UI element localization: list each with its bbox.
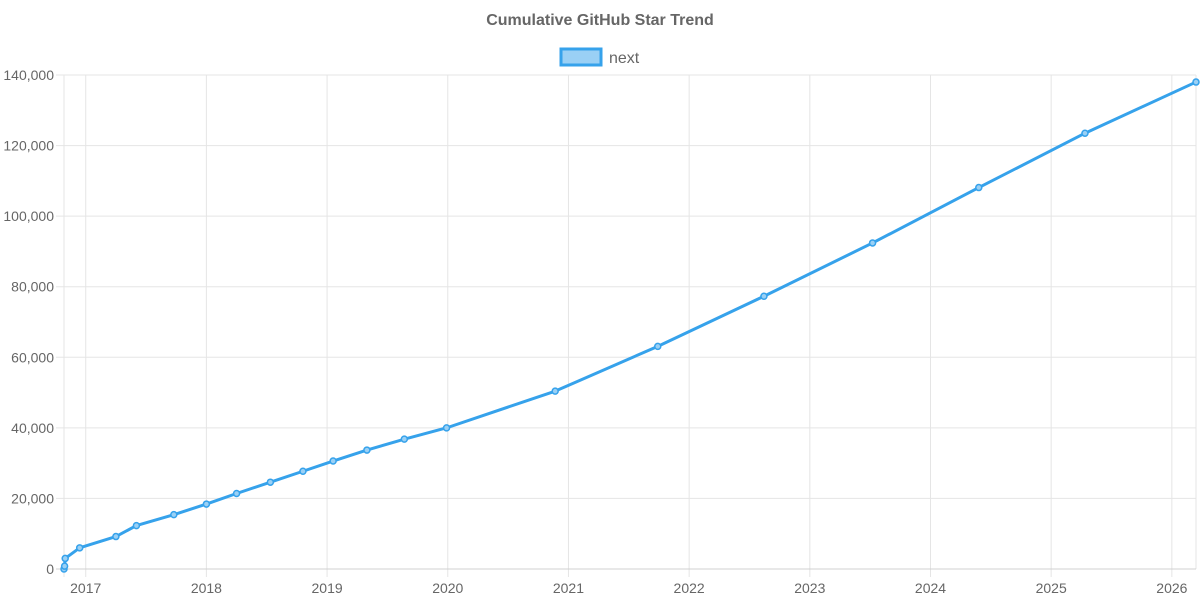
y-tick-label: 60,000 (11, 349, 54, 365)
legend-swatch[interactable] (559, 47, 603, 67)
data-point[interactable] (868, 239, 877, 247)
data-point[interactable] (654, 342, 662, 351)
data-point[interactable] (400, 435, 409, 443)
data-point[interactable] (132, 521, 141, 530)
y-axis-tick-labels: 0 20,000 40,000 60,000 80,000 100,000 120,000 1… (3, 67, 54, 577)
x-tick-label: 2023 (794, 580, 825, 596)
legend[interactable]: next (559, 47, 640, 67)
x-tick-label: 2017 (70, 580, 101, 596)
y-tick-label: 0 (46, 561, 54, 577)
data-point[interactable] (363, 446, 371, 454)
data-point[interactable] (232, 489, 241, 498)
x-tick-label: 2020 (432, 580, 463, 596)
y-tick-label: 20,000 (11, 490, 54, 506)
y-tick-label: 40,000 (11, 420, 54, 436)
x-tick-label: 2018 (191, 580, 222, 596)
x-tick-label: 2024 (915, 580, 946, 596)
x-axis-tick-labels: 2017 2018 2019 2020 2021 2022 2023 2024 2025 2026 (70, 580, 1187, 596)
y-tick-label: 100,000 (3, 208, 54, 224)
y-grid-lines (56, 74, 1196, 570)
x-tick-label: 2021 (553, 580, 584, 596)
x-tick-label: 2019 (312, 580, 343, 596)
data-point[interactable] (551, 387, 559, 395)
chart-title: Cumulative GitHub Star Trend (486, 12, 714, 29)
data-point[interactable] (60, 562, 69, 570)
data-point[interactable] (329, 457, 337, 465)
data-point[interactable] (299, 467, 307, 476)
y-tick-label: 120,000 (3, 138, 54, 154)
data-point[interactable] (975, 183, 983, 192)
data-point[interactable] (442, 424, 451, 432)
y-tick-label: 80,000 (11, 279, 54, 295)
x-tick-label: 2022 (674, 580, 705, 596)
data-point[interactable] (170, 510, 178, 519)
x-tick-label: 2025 (1036, 580, 1067, 596)
data-point[interactable] (75, 544, 84, 552)
x-grid-lines (63, 75, 1197, 577)
data-point[interactable] (61, 554, 69, 563)
legend-label-next[interactable]: next (609, 50, 640, 67)
data-point[interactable] (1192, 78, 1200, 86)
series-line-next (62, 80, 1198, 571)
data-point[interactable] (760, 292, 768, 300)
data-point[interactable] (202, 500, 211, 508)
data-point[interactable] (112, 532, 120, 541)
series-layer (60, 78, 1200, 573)
y-tick-label: 140,000 (3, 67, 54, 83)
data-point[interactable] (1081, 129, 1089, 137)
data-point[interactable] (266, 478, 275, 486)
x-tick-label: 2026 (1156, 580, 1187, 596)
